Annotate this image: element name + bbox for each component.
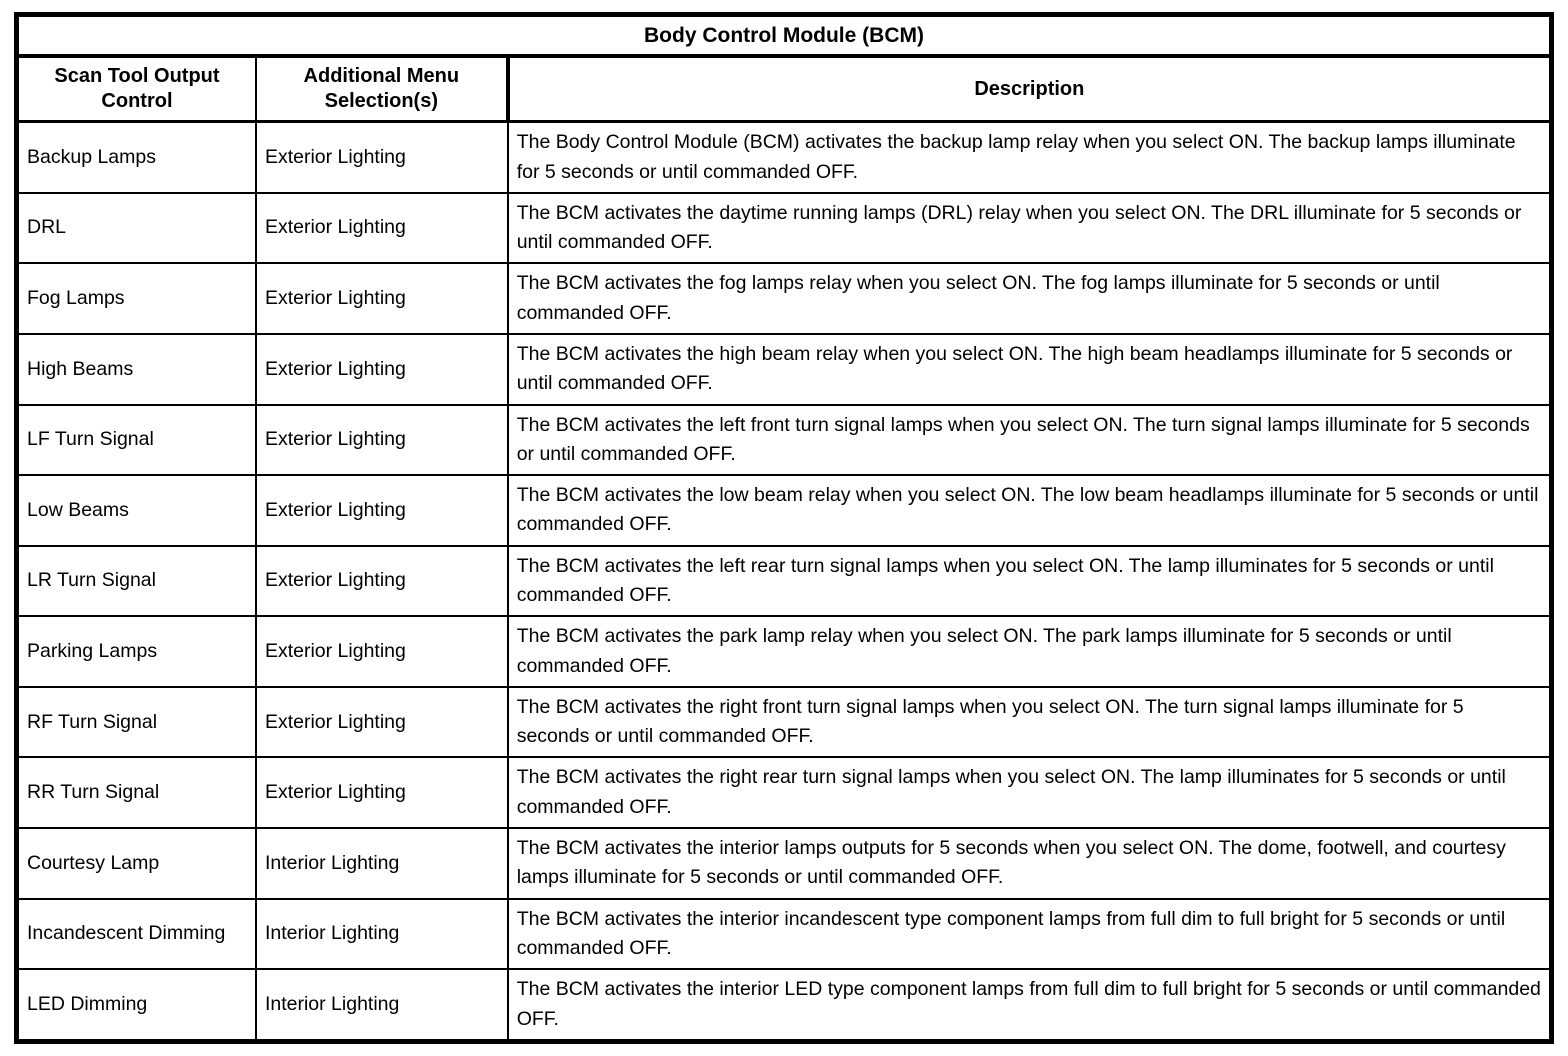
scan-tool-output-control-cell: Low Beams xyxy=(15,474,257,547)
table-row: LF Turn Signal Exterior Lighting The BCM… xyxy=(15,403,1553,477)
description-cell: The BCM activates the fog lamps relay wh… xyxy=(506,262,1553,335)
description-cell: The BCM activates the daytime running la… xyxy=(506,191,1553,265)
table-header-row: Scan Tool Output Control Additional Menu… xyxy=(15,55,1553,124)
description-cell: The BCM activates the park lamp relay wh… xyxy=(506,615,1553,688)
table-row: Backup Lamps Exterior Lighting The Body … xyxy=(15,120,1553,194)
description-cell: The BCM activates the left front turn si… xyxy=(506,403,1553,477)
scan-tool-output-control-cell: Courtesy Lamp xyxy=(15,827,257,900)
table-row: RF Turn Signal Exterior Lighting The BCM… xyxy=(15,685,1553,759)
table-row: DRL Exterior Lighting The BCM activates … xyxy=(15,191,1553,265)
additional-menu-selection-cell: Exterior Lighting xyxy=(254,685,509,759)
table-title: Body Control Module (BCM) xyxy=(15,13,1553,59)
bcm-table: Body Control Module (BCM) Scan Tool Outp… xyxy=(14,12,1554,1044)
scan-tool-output-control-cell: Parking Lamps xyxy=(15,615,257,688)
additional-menu-selection-cell: Exterior Lighting xyxy=(254,756,509,830)
description-cell: The BCM activates the high beam relay wh… xyxy=(506,332,1553,406)
scan-tool-output-control-cell: RF Turn Signal xyxy=(15,685,257,759)
table-row: LR Turn Signal Exterior Lighting The BCM… xyxy=(15,544,1553,618)
scan-tool-output-control-cell: Incandescent Dimming xyxy=(15,897,257,971)
table-row: Incandescent Dimming Interior Lighting T… xyxy=(15,897,1553,971)
scan-tool-output-control-cell: LR Turn Signal xyxy=(15,544,257,618)
additional-menu-selection-cell: Exterior Lighting xyxy=(254,191,509,265)
description-cell: The BCM activates the right front turn s… xyxy=(506,685,1553,759)
description-cell: The Body Control Module (BCM) activates … xyxy=(506,120,1553,194)
additional-menu-selection-cell: Exterior Lighting xyxy=(254,544,509,618)
column-header-description: Description xyxy=(505,55,1553,124)
table-row: Parking Lamps Exterior Lighting The BCM … xyxy=(15,615,1553,688)
table-body: Backup Lamps Exterior Lighting The Body … xyxy=(15,120,1553,1043)
additional-menu-selection-cell: Exterior Lighting xyxy=(254,120,509,194)
scan-tool-output-control-cell: High Beams xyxy=(15,332,257,406)
table-row: Low Beams Exterior Lighting The BCM acti… xyxy=(15,474,1553,547)
description-cell: The BCM activates the interior lamps out… xyxy=(506,827,1553,900)
description-cell: The BCM activates the interior LED type … xyxy=(506,968,1553,1043)
scan-tool-output-control-cell: LED Dimming xyxy=(15,968,257,1043)
table-row: High Beams Exterior Lighting The BCM act… xyxy=(15,332,1553,406)
table-row: Fog Lamps Exterior Lighting The BCM acti… xyxy=(15,262,1553,335)
scan-tool-output-control-cell: DRL xyxy=(15,191,257,265)
description-cell: The BCM activates the low beam relay whe… xyxy=(506,474,1553,547)
table-row: Courtesy Lamp Interior Lighting The BCM … xyxy=(15,827,1553,900)
additional-menu-selection-cell: Interior Lighting xyxy=(254,897,509,971)
description-cell: The BCM activates the interior incandesc… xyxy=(506,897,1553,971)
scan-tool-output-control-cell: LF Turn Signal xyxy=(15,403,257,477)
additional-menu-selection-cell: Exterior Lighting xyxy=(254,615,509,688)
scan-tool-output-control-cell: Fog Lamps xyxy=(15,262,257,335)
additional-menu-selection-cell: Exterior Lighting xyxy=(254,262,509,335)
additional-menu-selection-cell: Exterior Lighting xyxy=(254,474,509,547)
column-header-scan-tool-output-control: Scan Tool Output Control xyxy=(15,55,257,124)
description-cell: The BCM activates the left rear turn sig… xyxy=(506,544,1553,618)
additional-menu-selection-cell: Interior Lighting xyxy=(254,827,509,900)
table-row: RR Turn Signal Exterior Lighting The BCM… xyxy=(15,756,1553,830)
table-row: LED Dimming Interior Lighting The BCM ac… xyxy=(15,968,1553,1043)
scan-tool-output-control-cell: RR Turn Signal xyxy=(15,756,257,830)
column-header-additional-menu-selections: Additional Menu Selection(s) xyxy=(254,55,509,124)
scan-tool-output-control-cell: Backup Lamps xyxy=(15,120,257,194)
additional-menu-selection-cell: Interior Lighting xyxy=(254,968,509,1043)
table-title-row: Body Control Module (BCM) xyxy=(15,13,1553,59)
additional-menu-selection-cell: Exterior Lighting xyxy=(254,332,509,406)
additional-menu-selection-cell: Exterior Lighting xyxy=(254,403,509,477)
description-cell: The BCM activates the right rear turn si… xyxy=(506,756,1553,830)
